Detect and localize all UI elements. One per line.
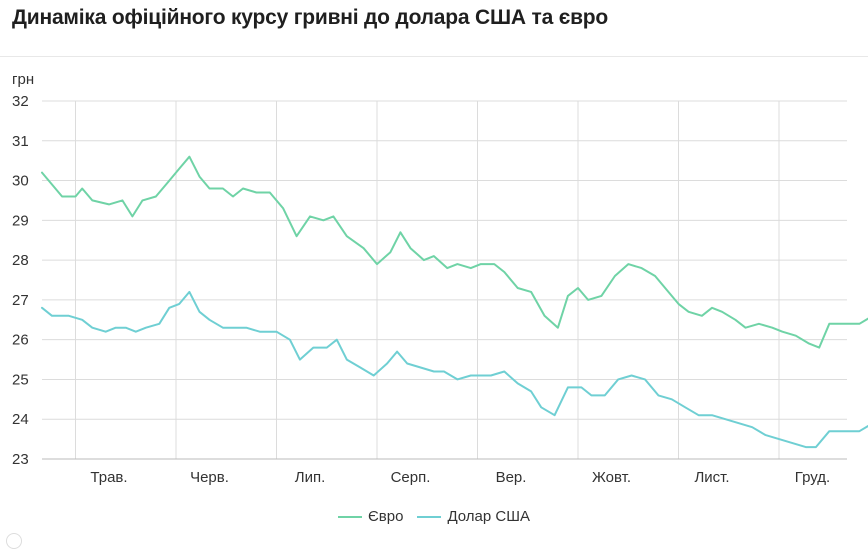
x-tick-label-6: Лист.	[694, 469, 729, 486]
series-lines	[42, 145, 868, 447]
y-tick-label-25: 25	[12, 371, 29, 388]
x-tick-label-7: Груд.	[795, 469, 830, 486]
legend-swatch-eur	[338, 516, 362, 518]
series-line-usd	[42, 256, 868, 447]
y-tick-label-28: 28	[12, 252, 29, 269]
y-axis-label: грн	[12, 71, 34, 88]
legend-label-eur: Євро	[368, 508, 403, 525]
x-tick-label-3: Серп.	[391, 469, 431, 486]
x-axis-ticks: Трав.Черв.Лип.Серп.Вер.Жовт.Лист.Груд.20…	[90, 469, 868, 486]
y-tick-label-23: 23	[12, 451, 29, 468]
y-tick-label-31: 31	[12, 133, 29, 150]
x-tick-label-1: Черв.	[190, 469, 229, 486]
line-chart: грн 32 31 30 29 28 27 26 25 24 23 Трав. Черв. Лип. С…	[0, 0, 868, 500]
x-tick-label-2: Лип.	[295, 469, 326, 486]
legend-item-eur[interactable]: Євро	[338, 508, 403, 525]
legend: Євро Долар США	[0, 508, 868, 525]
y-tick-label-27: 27	[12, 292, 29, 309]
x-tick-label-0: Трав.	[90, 469, 127, 486]
legend-label-usd: Долар США	[447, 508, 530, 525]
vertical-gridlines	[76, 101, 868, 459]
series-line-eur	[42, 145, 868, 348]
y-tick-label-32: 32	[12, 93, 29, 110]
legend-item-usd[interactable]: Долар США	[417, 508, 530, 525]
y-tick-label-24: 24	[12, 411, 29, 428]
x-tick-label-4: Вер.	[496, 469, 527, 486]
y-tick-label-30: 30	[12, 173, 29, 190]
y-axis-ticks: 32 31 30 29 28 27 26 25 24 23	[12, 93, 29, 468]
y-tick-label-29: 29	[12, 212, 29, 229]
y-tick-label-26: 26	[12, 332, 29, 349]
circle-icon	[6, 533, 22, 549]
legend-swatch-usd	[417, 516, 441, 518]
x-tick-label-5: Жовт.	[592, 469, 631, 486]
